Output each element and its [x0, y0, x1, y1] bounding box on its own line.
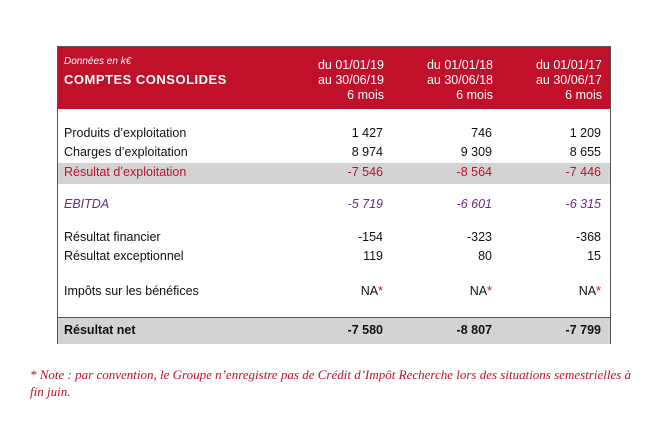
value-2017: NA*: [579, 284, 601, 298]
footnote-marker: *: [378, 284, 383, 298]
row-label: Résultat net: [64, 323, 136, 337]
value-2018: -8 807: [456, 323, 492, 337]
value-text: NA: [469, 284, 488, 298]
row-label: Résultat exceptionnel: [64, 249, 184, 263]
period-duration: 6 mois: [565, 88, 602, 102]
footnote-marker: *: [596, 284, 601, 298]
table-header: Données en k€ COMPTES CONSOLIDES du 01/0…: [58, 47, 610, 109]
row-label: Résultat d’exploitation: [64, 165, 187, 179]
value-2019: -154: [357, 230, 383, 244]
period-header-2017: du 01/01/17 au 30/06/17 6 mois: [536, 58, 602, 103]
row-label: Impôts sur les bénéfices: [64, 284, 199, 298]
table-row-net-result: Résultat net -7 580 -8 807 -7 799: [58, 317, 610, 344]
value-text: NA: [360, 284, 379, 298]
value-2018: 9 309: [460, 145, 492, 159]
period-start: du 01/01/19: [317, 58, 384, 72]
period-header-2018: du 01/01/18 au 30/06/18 6 mois: [427, 58, 493, 103]
table-row-financial-result: Résultat financier -154 -323 -368: [58, 228, 610, 247]
value-text: NA: [578, 284, 597, 298]
value-2018: -323: [466, 230, 492, 244]
period-start: du 01/01/17: [535, 58, 602, 72]
table-row-income-tax: Impôts sur les bénéfices NA* NA* NA*: [58, 282, 610, 301]
value-2019: -7 580: [347, 323, 383, 337]
period-start: du 01/01/18: [426, 58, 493, 72]
units-note: Données en k€: [64, 56, 132, 67]
table-row-operating-income: Produits d’exploitation 1 427 746 1 209: [58, 124, 610, 143]
value-2019: NA*: [361, 284, 383, 298]
value-2019: 1 427: [351, 126, 383, 140]
row-label: Produits d’exploitation: [64, 126, 187, 140]
value-2018: -8 564: [456, 165, 492, 179]
footnote-marker: *: [487, 284, 492, 298]
value-2017: 1 209: [569, 126, 601, 140]
value-2019: -5 719: [347, 197, 383, 211]
value-2017: 15: [587, 249, 601, 263]
value-2018: 746: [471, 126, 492, 140]
period-duration: 6 mois: [456, 88, 493, 102]
table-row-ebitda: EBITDA -5 719 -6 601 -6 315: [58, 195, 610, 214]
row-label: EBITDA: [64, 197, 110, 211]
value-2019: 8 974: [351, 145, 383, 159]
value-2018: 80: [478, 249, 492, 263]
period-end: au 30/06/17: [535, 73, 602, 87]
period-end: au 30/06/18: [426, 73, 493, 87]
table-row-operating-expenses: Charges d’exploitation 8 974 9 309 8 655: [58, 143, 610, 162]
value-2017: -368: [575, 230, 601, 244]
value-2017: -7 799: [565, 323, 601, 337]
value-2017: 8 655: [569, 145, 601, 159]
value-2017: -7 446: [565, 165, 601, 179]
value-2018: -6 601: [456, 197, 492, 211]
period-header-2019: du 01/01/19 au 30/06/19 6 mois: [318, 58, 384, 103]
consolidated-accounts-table: Données en k€ COMPTES CONSOLIDES du 01/0…: [57, 46, 611, 344]
period-end: au 30/06/19: [317, 73, 384, 87]
value-2019: -7 546: [347, 165, 383, 179]
period-duration: 6 mois: [347, 88, 384, 102]
table-row-operating-result: Résultat d’exploitation -7 546 -8 564 -7…: [58, 163, 610, 184]
row-label: Charges d’exploitation: [64, 145, 188, 159]
footnote: * Note : par convention, le Groupe n’enr…: [30, 367, 632, 399]
table-title: COMPTES CONSOLIDES: [64, 72, 227, 87]
value-2018: NA*: [470, 284, 492, 298]
value-2017: -6 315: [565, 197, 601, 211]
table-row-exceptional-result: Résultat exceptionnel 119 80 15: [58, 247, 610, 266]
value-2019: 119: [363, 249, 383, 263]
row-label: Résultat financier: [64, 230, 161, 244]
